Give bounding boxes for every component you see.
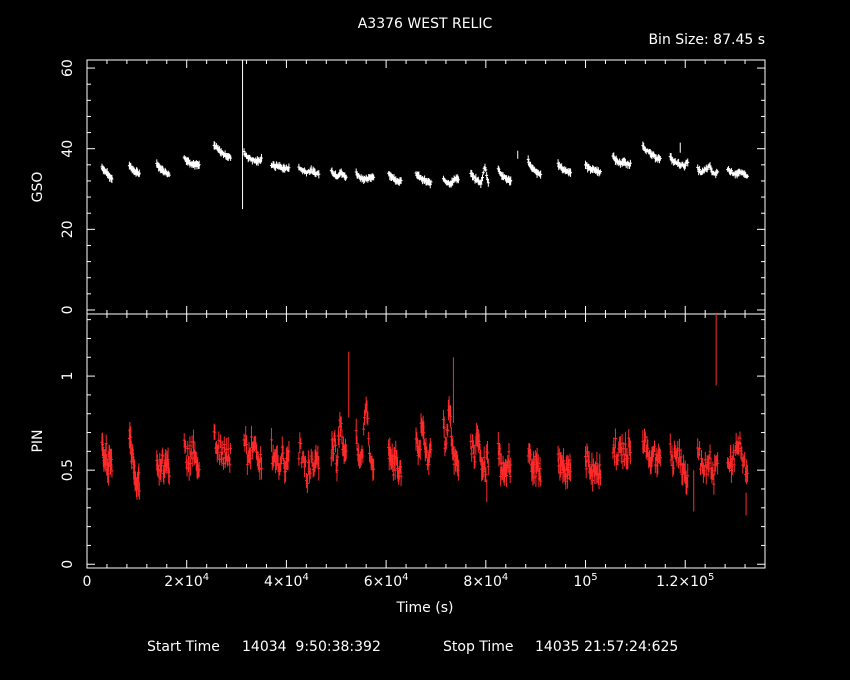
y-tick-label: 0 xyxy=(60,560,76,569)
gso-panel: GSO 0 20 40 60 xyxy=(30,59,766,315)
y-tick-label: 60 xyxy=(60,59,76,77)
x-tick-label: 2×104 xyxy=(164,572,209,590)
chart-title: A3376 WEST RELIC xyxy=(358,16,493,32)
stop-time-value: 14035 21:57:24:625 xyxy=(535,639,678,655)
y-tick-label: 20 xyxy=(60,220,76,238)
stop-time-label: Stop Time xyxy=(443,639,514,655)
y-tick-label: 0 xyxy=(60,306,76,315)
x-tick-label: 105 xyxy=(573,572,597,590)
x-axis-label: Time (s) xyxy=(396,600,454,616)
y-tick-label: 0.5 xyxy=(60,459,76,481)
bin-size-label: Bin Size: 87.45 s xyxy=(648,32,765,48)
y-tick-label: 40 xyxy=(60,140,76,158)
gso-axis-label: GSO xyxy=(30,172,46,203)
x-tick-label: 1.2×105 xyxy=(656,572,714,590)
x-tick-label: 6×104 xyxy=(364,572,409,590)
x-tick-label: 0 xyxy=(83,574,92,590)
gso-panel-frame xyxy=(86,59,766,315)
y-tick-label: 1 xyxy=(60,372,76,381)
start-time-label: Start Time xyxy=(147,639,220,655)
pin-axis-label: PIN xyxy=(30,429,46,452)
x-tick-label: 4×104 xyxy=(264,572,309,590)
x-tick-label: 8×104 xyxy=(463,572,508,590)
start-time-value: 14034 9:50:38:392 xyxy=(242,639,381,655)
pin-panel: PIN 0 0.5 1 xyxy=(30,313,766,569)
